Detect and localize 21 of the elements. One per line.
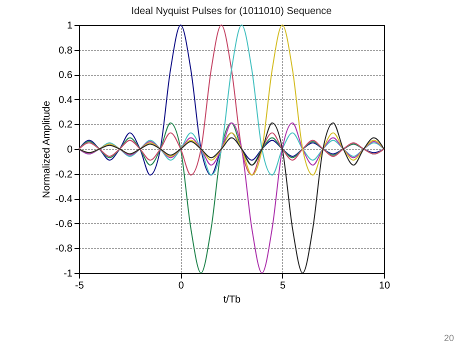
chart-title: Ideal Nyquist Pulses for (1011010) Sequence — [131, 6, 332, 17]
y-tick-label: 1 — [66, 20, 73, 32]
y-tick-label: 0.8 — [58, 45, 73, 56]
x-tick-label: 10 — [378, 280, 390, 292]
y-tick-label: 0 — [66, 144, 73, 156]
y-tick-label: -0.4 — [55, 194, 73, 206]
y-tick-label: 0.6 — [58, 70, 73, 82]
y-tick-label: -1 — [64, 268, 73, 280]
x-tick-label: 5 — [280, 280, 286, 292]
x-tick-label: 0 — [178, 280, 184, 292]
text: 20 — [444, 333, 454, 343]
line-series — [78, 122, 385, 274]
x-tick-label: -5 — [75, 280, 84, 292]
y-tick-label: 0.2 — [58, 120, 73, 131]
line-series — [78, 24, 385, 176]
y-tick-label: -0.2 — [55, 169, 73, 180]
y-tick-label: -0.8 — [55, 244, 73, 255]
x-axis-title: t/Tb — [223, 294, 242, 306]
y-tick-label: 0.4 — [58, 94, 73, 106]
y-axis-title: Normalized Amplitude — [41, 100, 52, 198]
y-tick-label: -0.6 — [55, 218, 73, 230]
